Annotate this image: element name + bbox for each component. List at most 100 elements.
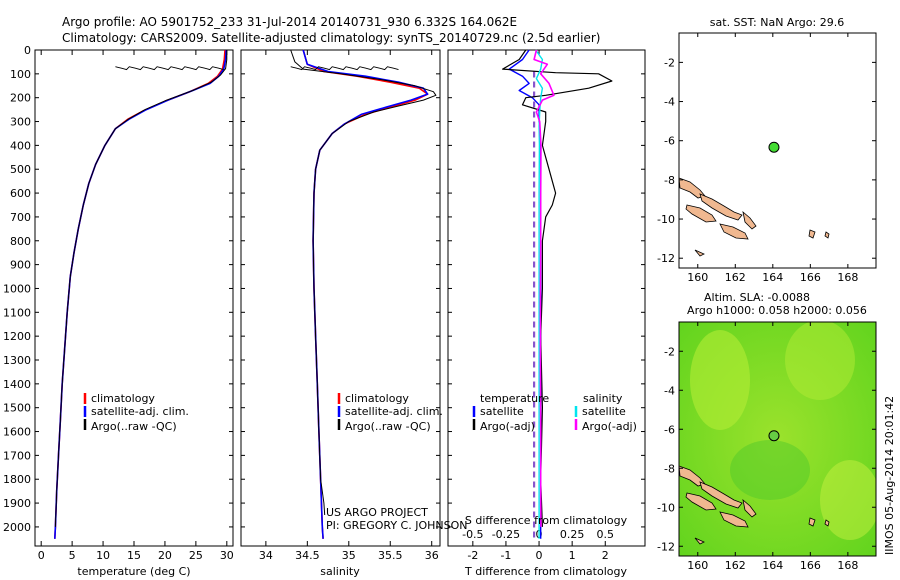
y-tick-label: 2000 — [3, 521, 31, 534]
x-tick-label: 10 — [96, 549, 110, 562]
legend-label-t-satellite: satellite — [480, 405, 524, 418]
map-y-tick-label: -10 — [657, 501, 675, 514]
y-tick-label: 1400 — [3, 378, 31, 391]
island-small-3 — [694, 537, 705, 545]
x-tick-label: 34 — [259, 549, 273, 562]
island-malaita — [742, 210, 757, 230]
x-tick-label: 25 — [189, 549, 203, 562]
difference-xlabel-t: T difference from climatology — [464, 565, 627, 578]
sla-map-axes: 160 162 164 166 168 -2 -4 -6 -8 -10 -12 — [657, 322, 876, 572]
map-y-tick-label: -10 — [657, 213, 675, 226]
map-y-tick-label: -4 — [664, 384, 675, 397]
argo-profile-location-marker — [768, 141, 780, 153]
map-y-tick-label: -4 — [664, 96, 675, 109]
y-tick-label: 1700 — [3, 449, 31, 462]
y-tick-label: 1100 — [3, 306, 31, 319]
map-x-tick-label: 164 — [762, 559, 783, 572]
map-y-tick-label: -8 — [664, 462, 675, 475]
map-x-tick-label: 160 — [687, 271, 708, 284]
x-tick-label: 20 — [158, 549, 172, 562]
temperature-xlabel: temperature (deg C) — [77, 565, 190, 578]
island-guadalcanal — [719, 223, 749, 240]
map-x-tick-label: 164 — [762, 271, 783, 284]
salinity-xlabel: salinity — [320, 565, 360, 578]
y-tick-label: 0 — [24, 44, 31, 57]
series-climatology — [302, 49, 429, 539]
series-satellite-adj-clim — [302, 49, 429, 539]
map-x-tick-label: 162 — [725, 559, 746, 572]
x2-tick-label: -0.25 — [492, 528, 520, 541]
y-tick-label: 400 — [10, 139, 31, 152]
series-s-argo-adj — [533, 49, 555, 527]
legend-label-satellite: satellite-adj. clim. — [91, 405, 189, 418]
y-tick-label: 700 — [10, 211, 31, 224]
x-tick-label: 36 — [425, 549, 439, 562]
legend-label-satellite: satellite-adj. clim. — [345, 405, 443, 418]
x-tick-label: 35 — [342, 549, 356, 562]
series-t-satellite — [508, 49, 542, 539]
y-tick-label: 1000 — [3, 282, 31, 295]
x-tick-label: 35.5 — [378, 549, 403, 562]
y-tick-label: 600 — [10, 187, 31, 200]
x2-tick-label: -0.5 — [462, 528, 483, 541]
salinity-plot: 34 34.5 35 35.5 36 — [241, 49, 440, 562]
series-s-satellite — [535, 49, 544, 539]
y-tick-label: 300 — [10, 116, 31, 129]
sst-map-land — [679, 177, 830, 257]
sst-map-title: sat. SST: NaN Argo: 29.6 — [710, 16, 844, 29]
y-tick-label: 200 — [10, 92, 31, 105]
argo-raw-mixed-layer-noise — [115, 66, 224, 71]
island-small-1 — [808, 517, 816, 527]
argo-profile-location-marker — [768, 430, 780, 442]
y-tick-label: 800 — [10, 235, 31, 248]
difference-xlabel-s: S difference from climatology — [465, 514, 628, 527]
sst-map-frame — [678, 32, 877, 269]
map-y-tick-label: -12 — [657, 540, 675, 553]
legend-label-climatology: climatology — [345, 392, 409, 405]
x2-tick-label: 0.5 — [597, 528, 615, 541]
difference-plot: -2 -1 0 1 2-0.5 -0.25 0 0.25 0.5 — [448, 49, 645, 562]
sla-blob-3 — [730, 440, 810, 500]
x2-tick-label: 0.25 — [560, 528, 585, 541]
temperature-plot: 0 5 10 15 20 25 300100200300400500600700800900… — [3, 44, 234, 562]
sla-map-frame — [678, 321, 877, 557]
island-small-3 — [694, 249, 705, 257]
legend-title-temperature: temperature — [480, 392, 549, 405]
island-new-georgia — [685, 492, 717, 511]
series-t-argo-adj — [502, 49, 613, 527]
series-climatology — [54, 49, 226, 539]
series-argo-raw-qc — [290, 49, 437, 516]
x-tick-label: 1 — [569, 549, 576, 562]
salinity-panel-frame — [240, 49, 441, 547]
island-small-2 — [824, 231, 830, 239]
x-tick-label: 34.5 — [295, 549, 320, 562]
island-small-1 — [808, 229, 816, 239]
y-tick-label: 1900 — [3, 497, 31, 510]
map-x-tick-label: 168 — [837, 559, 858, 572]
legend-label-argo: Argo(..raw -QC) — [345, 420, 431, 433]
y-tick-label: 1600 — [3, 426, 31, 439]
series-satellite-adj-clim — [54, 49, 227, 539]
difference-panel-frame — [447, 49, 646, 547]
y-tick-label: 500 — [10, 163, 31, 176]
sla-blob-1 — [690, 330, 750, 430]
island-santa-isabel — [699, 193, 743, 221]
x-tick-label: -1 — [500, 549, 511, 562]
legend-title-salinity: salinity — [583, 392, 623, 405]
x-tick-label: 0 — [536, 549, 543, 562]
legend-label-argo: Argo(..raw -QC) — [91, 420, 177, 433]
island-new-georgia — [685, 204, 717, 223]
island-santa-isabel — [699, 481, 743, 509]
legend-label-climatology: climatology — [91, 392, 155, 405]
argo-raw-mixed-layer-noise — [290, 66, 399, 71]
map-y-tick-label: -2 — [664, 345, 675, 358]
x-tick-label: -2 — [467, 549, 478, 562]
y-tick-label: 1500 — [3, 402, 31, 415]
legend-label-t-argo: Argo(-adj) — [480, 420, 535, 433]
y-tick-label: 1300 — [3, 354, 31, 367]
map-x-tick-label: 160 — [687, 559, 708, 572]
temperature-panel-frame — [34, 49, 234, 547]
island-guadalcanal — [719, 511, 749, 528]
sla-blob-4 — [820, 460, 876, 540]
